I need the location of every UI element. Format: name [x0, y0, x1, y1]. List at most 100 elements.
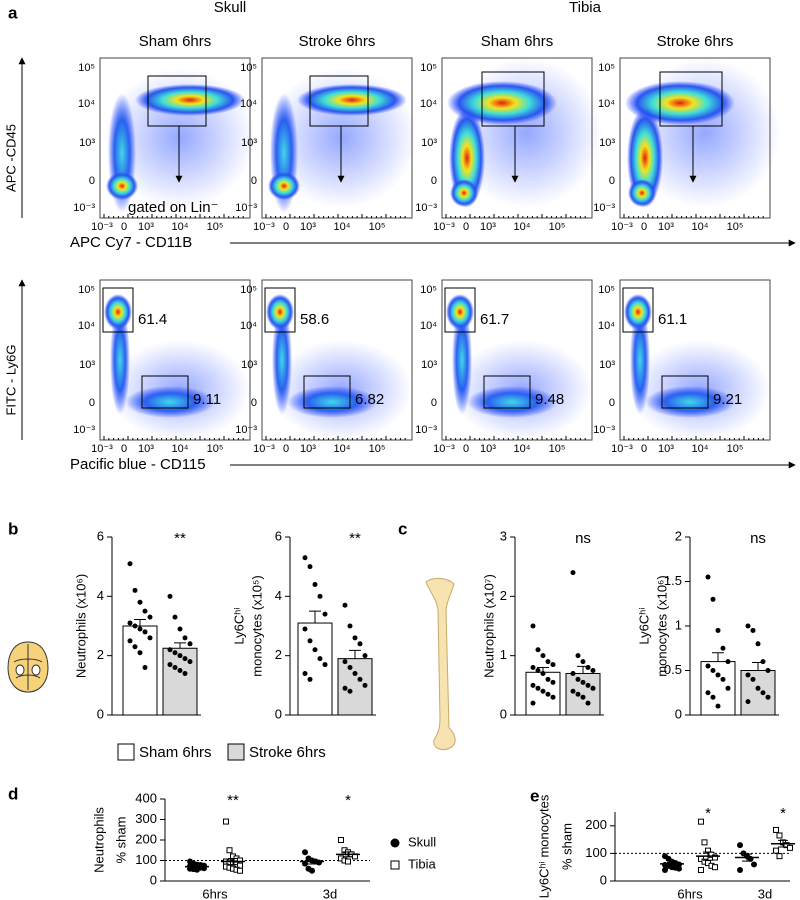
density-cloud	[620, 58, 780, 218]
legend-swatch	[117, 743, 135, 761]
significance: **	[174, 530, 186, 547]
data-point	[745, 699, 751, 705]
data-point	[352, 635, 358, 641]
x-tick-label: 3d	[323, 886, 337, 900]
data-point	[715, 627, 721, 633]
y-tick-label: 300	[135, 811, 157, 826]
data-point	[132, 623, 138, 629]
gate-value: 61.1	[658, 311, 687, 328]
data-point	[187, 659, 193, 665]
panel-label: d	[8, 784, 18, 803]
x-tick-label: 0	[641, 221, 647, 233]
panel-label: a	[8, 3, 18, 22]
error-bar	[134, 618, 146, 626]
legend-marker	[390, 838, 400, 848]
data-point	[580, 679, 586, 685]
data-point	[715, 703, 721, 709]
y-tick-label: 10³	[79, 359, 95, 371]
data-point	[172, 614, 178, 620]
y-tick-label: 10⁻³	[235, 424, 257, 436]
panel-label: e	[530, 786, 539, 805]
error-bar	[742, 853, 752, 862]
group-header: Tibia	[569, 0, 602, 16]
x-tick-label: 0	[121, 443, 127, 455]
axis-label: Ly6Cʰⁱ	[231, 607, 246, 644]
data-point	[725, 685, 731, 691]
x-tick-label: 10⁴	[172, 443, 189, 455]
data-point	[575, 676, 581, 682]
gate	[483, 375, 531, 409]
y-tick-label: 10⁻³	[593, 424, 615, 436]
data-point	[302, 849, 308, 856]
error-bar	[192, 865, 202, 869]
y-tick-label: 2	[275, 647, 282, 662]
axis-label: % sham	[113, 817, 128, 864]
y-tick-label: 10⁻³	[235, 202, 257, 214]
data-point	[362, 682, 368, 688]
density-cloud	[620, 280, 770, 440]
data-point	[147, 635, 153, 641]
data-point	[698, 818, 704, 825]
data-point	[755, 641, 761, 647]
y-tick-label: 2	[500, 588, 507, 603]
data-point	[712, 854, 718, 861]
data-point	[302, 555, 308, 561]
data-point	[737, 866, 743, 873]
flow-plot: 10⁵ 10⁴ 10³ 0 10⁻³ 10⁻³ 0 10³ 10⁴ 10⁵	[593, 57, 780, 233]
error-bar	[703, 851, 713, 861]
x-tick-label: 10⁵	[549, 443, 566, 455]
y-tick-label: 0	[675, 706, 682, 721]
skull-icon	[7, 641, 49, 693]
gate	[309, 75, 369, 127]
plot-title: Sham 6hrs	[481, 33, 554, 50]
data-point	[302, 626, 308, 632]
data-point	[750, 676, 756, 682]
y-tick-label: 10³	[241, 359, 257, 371]
error-bar	[174, 642, 186, 649]
plot-title: Stroke 6hrs	[657, 33, 734, 50]
data-point	[172, 665, 178, 671]
data-point	[750, 627, 756, 633]
legend-label: Skull	[408, 834, 436, 849]
plot-frame	[261, 279, 413, 441]
data-point	[147, 614, 153, 620]
y-tick-label: 400	[135, 790, 157, 805]
density-cloud	[442, 58, 602, 218]
error-bar	[778, 839, 788, 848]
data-point	[705, 663, 711, 669]
data-point	[773, 847, 779, 854]
plot-title: Sham 6hrs	[139, 33, 212, 50]
x-tick-label: 10⁵	[207, 221, 224, 233]
data-point	[530, 700, 536, 706]
y-tick-label: 200	[135, 831, 157, 846]
x-tick-label: 10³	[658, 443, 674, 455]
data-point	[137, 599, 143, 605]
x-tick-label: 0	[463, 221, 469, 233]
flow-plot: 10⁵ 10⁴ 10³ 0 10⁻³ 10⁻³ 0 10³ 10⁴ 10⁵ 61.4 9.11	[73, 279, 251, 455]
data-point	[710, 668, 716, 673]
data-point	[705, 690, 711, 696]
y-tick-label: 10⁴	[240, 320, 257, 332]
data-point	[720, 645, 726, 651]
data-point	[317, 593, 323, 599]
gate	[303, 375, 351, 409]
x-tick-label: 10⁴	[172, 221, 189, 233]
gate	[102, 287, 134, 333]
y-tick-label: 10⁴	[420, 98, 437, 110]
y-tick-label: 10⁵	[78, 284, 95, 296]
panel-label: c	[398, 519, 407, 538]
data-point	[570, 670, 576, 676]
data-point	[342, 602, 348, 608]
data-point	[177, 653, 183, 659]
data-point	[362, 653, 368, 659]
y-tick-label: 10³	[599, 359, 615, 371]
bar	[162, 647, 198, 716]
data-point	[545, 659, 551, 665]
data-point	[550, 662, 556, 668]
gate	[659, 71, 723, 127]
y-tick-label: 0	[251, 397, 257, 409]
data-point	[550, 679, 556, 685]
x-tick-label: 10⁵	[207, 443, 224, 455]
y-tick-label: 3	[500, 528, 507, 543]
gate-value: 61.7	[480, 311, 509, 328]
